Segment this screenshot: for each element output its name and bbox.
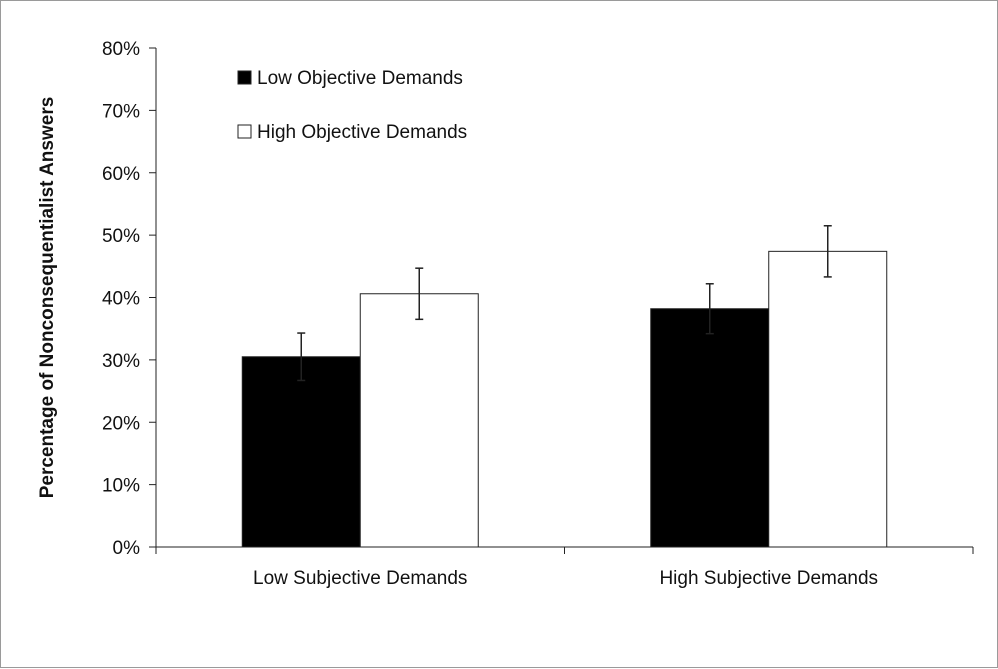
bar-high-objective-low-subjective: [359, 293, 479, 548]
legend-swatch: [237, 70, 252, 85]
y-tick-label: 80%: [102, 39, 140, 60]
bar-low-objective-high-subjective: [650, 308, 770, 548]
bar-low-objective-low-subjective: [241, 356, 361, 548]
y-tick-label: 50%: [102, 226, 140, 247]
category-labels: Low Subjective Demands High Subjective De…: [253, 568, 878, 589]
y-tick-label: 30%: [102, 351, 140, 372]
x-category-label: Low Subjective Demands: [253, 568, 467, 589]
y-tick-label: 10%: [102, 476, 140, 497]
legend-label: Low Objective Demands: [257, 68, 463, 89]
x-ticks: [155, 547, 974, 554]
y-tick-label: 0%: [113, 538, 141, 559]
y-tick-label: 70%: [102, 101, 140, 122]
y-tick-label: 20%: [102, 413, 140, 434]
legend-swatch: [237, 124, 252, 139]
legend: Low Objective Demands High Objective Dema…: [237, 68, 467, 143]
y-ticks: 0% 10% 20% 30% 40% 50% 60% 70% 80%: [102, 39, 156, 559]
y-axis-label: Percentage of Nonconsequentialist Answer…: [37, 97, 58, 499]
bars: [241, 250, 888, 548]
bar-high-objective-high-subjective: [768, 250, 888, 548]
error-bars: [297, 225, 832, 382]
y-tick-label: 40%: [102, 289, 140, 310]
legend-label: High Objective Demands: [257, 122, 467, 143]
x-category-label: High Subjective Demands: [659, 568, 878, 589]
y-tick-label: 60%: [102, 164, 140, 185]
